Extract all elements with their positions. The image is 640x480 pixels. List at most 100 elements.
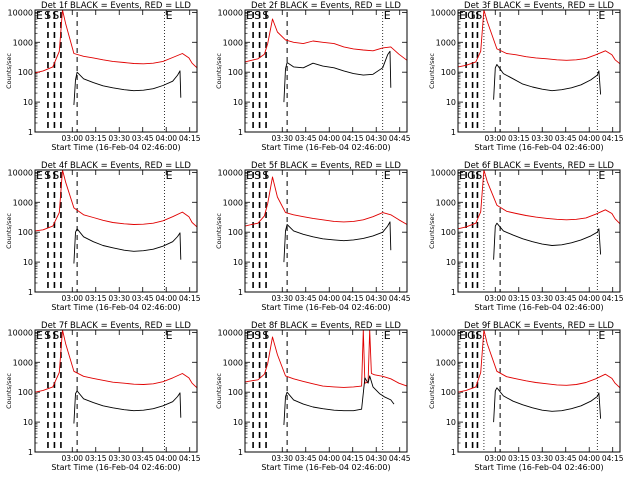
marker-letter: S <box>475 329 482 342</box>
x-axis-label: Start Time (16-Feb-04 02:46:00) <box>261 463 390 472</box>
detector-panel-5: Det 5f BLACK = Events, RED = LLD Counts/s… <box>215 161 411 312</box>
x-tick-label: 03:45 <box>555 454 577 463</box>
x-tick-label: 03:00 <box>484 134 506 143</box>
x-tick-label: 04:15 <box>342 294 364 303</box>
y-tick-label: 1 <box>451 128 456 137</box>
marker-letter: S <box>475 169 482 182</box>
events-series-line <box>73 390 182 424</box>
y-tick-label: 10 <box>233 418 243 427</box>
marker-letter: E <box>459 329 466 342</box>
marker-letter: G <box>467 169 476 182</box>
x-tick-label: 03:30 <box>531 134 553 143</box>
y-tick-label: 100 <box>18 68 33 77</box>
x-tick-label: 03:45 <box>295 454 317 463</box>
panel-title: Det 4f BLACK = Events, RED = LLD <box>41 161 191 171</box>
events-series-line <box>283 375 395 426</box>
y-tick-label: 100 <box>228 228 243 237</box>
x-tick-label: 04:15 <box>179 134 201 143</box>
x-tick-label: 04:15 <box>179 454 201 463</box>
lld-series-line <box>457 169 621 230</box>
x-tick-label: 03:00 <box>484 454 506 463</box>
marker-letter: S <box>262 9 269 22</box>
y-axis-label: Counts/sec <box>215 373 223 409</box>
y-tick-label: 10000 <box>218 168 243 177</box>
x-axis-label: Start Time (16-Feb-04 02:46:00) <box>261 303 390 312</box>
events-series-line <box>73 228 182 264</box>
events-series-line <box>493 222 602 260</box>
y-tick-label: 10 <box>446 98 456 107</box>
marker-letter: E <box>598 9 605 22</box>
panel-title: Det 6f BLACK = Events, RED = LLD <box>464 161 614 171</box>
x-tick-label: 04:15 <box>602 294 624 303</box>
x-axis-label: Start Time (16-Feb-04 02:46:00) <box>51 463 180 472</box>
y-tick-label: 1 <box>28 448 33 457</box>
x-tick-label: 03:45 <box>132 294 154 303</box>
y-tick-label: 1 <box>238 128 243 137</box>
x-tick-label: 03:30 <box>271 134 293 143</box>
y-tick-label: 1000 <box>436 38 456 47</box>
detector-panel-9: Det 9f BLACK = Events, RED = LLD Counts/s… <box>428 321 624 472</box>
y-tick-label: 100 <box>18 228 33 237</box>
y-tick-label: 1000 <box>13 358 33 367</box>
y-tick-label: 1 <box>451 288 456 297</box>
y-tick-label: 1000 <box>223 38 243 47</box>
x-tick-label: 03:30 <box>271 454 293 463</box>
marker-letter: E <box>246 169 253 182</box>
x-axis-label: Start Time (16-Feb-04 02:46:00) <box>261 143 390 152</box>
x-tick-label: 04:00 <box>155 454 177 463</box>
marker-letter: E <box>598 329 605 342</box>
x-tick-label: 04:00 <box>578 134 600 143</box>
lld-series-line <box>34 329 198 393</box>
events-series-line <box>493 64 602 100</box>
y-tick-label: 1000 <box>436 358 456 367</box>
y-tick-label: 100 <box>228 68 243 77</box>
marker-letter: E <box>384 329 391 342</box>
lld-series-line <box>34 169 198 232</box>
x-axis-label: Start Time (16-Feb-04 02:46:00) <box>474 143 603 152</box>
y-axis-label: Counts/sec <box>5 53 13 89</box>
plot-frame <box>244 169 408 293</box>
detector-panel-8: Det 8f BLACK = Events, RED = LLD Counts/s… <box>215 321 411 472</box>
y-tick-label: 1 <box>28 288 33 297</box>
y-axis-label: Counts/sec <box>5 213 13 249</box>
x-tick-label: 03:30 <box>108 454 130 463</box>
marker-letter: S <box>254 329 261 342</box>
marker-letter: E <box>384 9 391 22</box>
x-tick-label: 04:00 <box>155 294 177 303</box>
x-tick-label: 03:15 <box>85 454 107 463</box>
marker-letter: E <box>36 9 43 22</box>
x-axis-label: Start Time (16-Feb-04 02:46:00) <box>51 143 180 152</box>
marker-letter: G <box>467 329 476 342</box>
x-tick-label: 04:00 <box>578 454 600 463</box>
marker-letter: S <box>262 169 269 182</box>
y-tick-label: 10000 <box>218 328 243 337</box>
marker-letter: E <box>166 169 173 182</box>
panel-title: Det 3f BLACK = Events, RED = LLD <box>464 1 614 11</box>
panel-title: Det 5f BLACK = Events, RED = LLD <box>251 161 401 171</box>
detector-panel-2: Det 2f BLACK = Events, RED = LLD Counts/s… <box>215 1 411 152</box>
y-tick-label: 10000 <box>431 8 456 17</box>
y-tick-label: 1 <box>28 128 33 137</box>
x-tick-label: 04:15 <box>179 294 201 303</box>
panel-title: Det 1f BLACK = Events, RED = LLD <box>41 1 191 11</box>
plot-frame <box>244 329 408 453</box>
x-tick-label: 04:45 <box>389 134 411 143</box>
y-axis-label: Counts/sec <box>428 213 436 249</box>
y-tick-label: 10000 <box>431 168 456 177</box>
y-tick-label: 100 <box>228 388 243 397</box>
marker-letter: E <box>166 329 173 342</box>
marker-letter: S <box>44 169 51 182</box>
y-tick-label: 1000 <box>223 358 243 367</box>
lld-series-line <box>457 329 621 393</box>
y-tick-label: 1 <box>238 288 243 297</box>
plot-frame <box>34 169 198 293</box>
lld-series-line <box>244 329 408 388</box>
x-tick-label: 03:00 <box>484 294 506 303</box>
events-series-line <box>73 70 182 106</box>
x-axis-label: Start Time (16-Feb-04 02:46:00) <box>474 303 603 312</box>
y-tick-label: 10 <box>446 258 456 267</box>
lld-series-line <box>457 9 621 68</box>
x-tick-label: 03:15 <box>508 294 530 303</box>
y-axis-label: Counts/sec <box>215 53 223 89</box>
